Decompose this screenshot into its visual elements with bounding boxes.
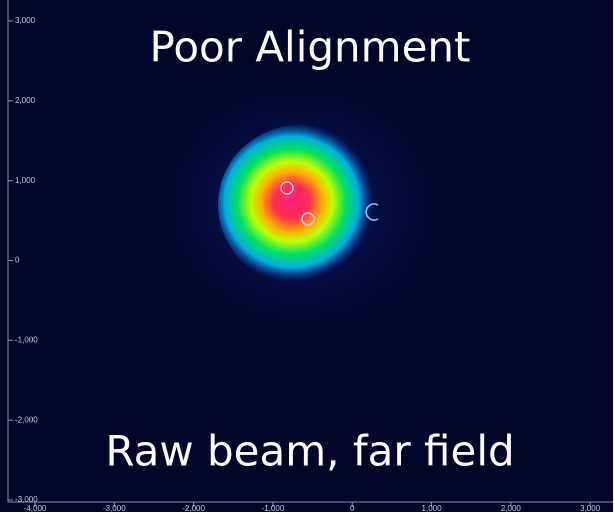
fringe [365, 203, 379, 221]
y-tick-label: -2,000 [15, 415, 38, 424]
y-tick-label: 1,000 [15, 176, 36, 185]
x-tick-label: -1,000 [262, 504, 285, 513]
x-tick-label: 3,000 [580, 504, 601, 513]
y-tick-label: 3,000 [15, 16, 36, 25]
x-tick-label: -2,000 [182, 504, 205, 513]
x-tick-label: 2,000 [501, 504, 522, 513]
fringe [301, 212, 315, 226]
y-tick-label: 0 [15, 256, 20, 265]
x-tick-label: -4,000 [24, 504, 47, 513]
y-tick-label: 2,000 [15, 96, 36, 105]
x-tick-label: -3,000 [103, 504, 126, 513]
x-tick-label: 0 [350, 504, 355, 513]
annotation: Raw beam, far field [105, 427, 514, 476]
y-tick-label: -3,000 [15, 495, 38, 504]
fringe [280, 181, 294, 195]
x-tick-label: 1,000 [422, 504, 443, 513]
y-tick-label: -1,000 [15, 335, 38, 344]
annotation: Poor Alignment [149, 23, 470, 72]
beam-core [218, 125, 382, 285]
